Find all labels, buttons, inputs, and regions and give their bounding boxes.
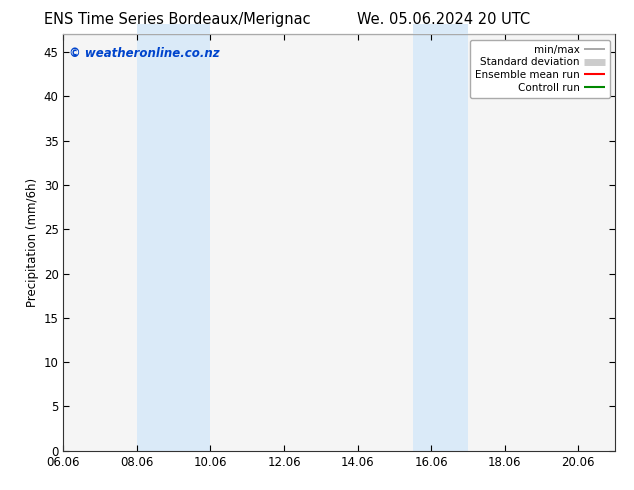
Bar xyxy=(137,34,210,451)
Bar xyxy=(137,24,210,34)
Y-axis label: Precipitation (mm/6h): Precipitation (mm/6h) xyxy=(27,178,39,307)
Text: We. 05.06.2024 20 UTC: We. 05.06.2024 20 UTC xyxy=(357,12,531,27)
Legend: min/max, Standard deviation, Ensemble mean run, Controll run: min/max, Standard deviation, Ensemble me… xyxy=(470,40,610,98)
Text: © weatheronline.co.nz: © weatheronline.co.nz xyxy=(69,47,219,60)
Text: ENS Time Series Bordeaux/Merignac: ENS Time Series Bordeaux/Merignac xyxy=(44,12,311,27)
Bar xyxy=(413,24,468,34)
Bar xyxy=(413,34,468,451)
